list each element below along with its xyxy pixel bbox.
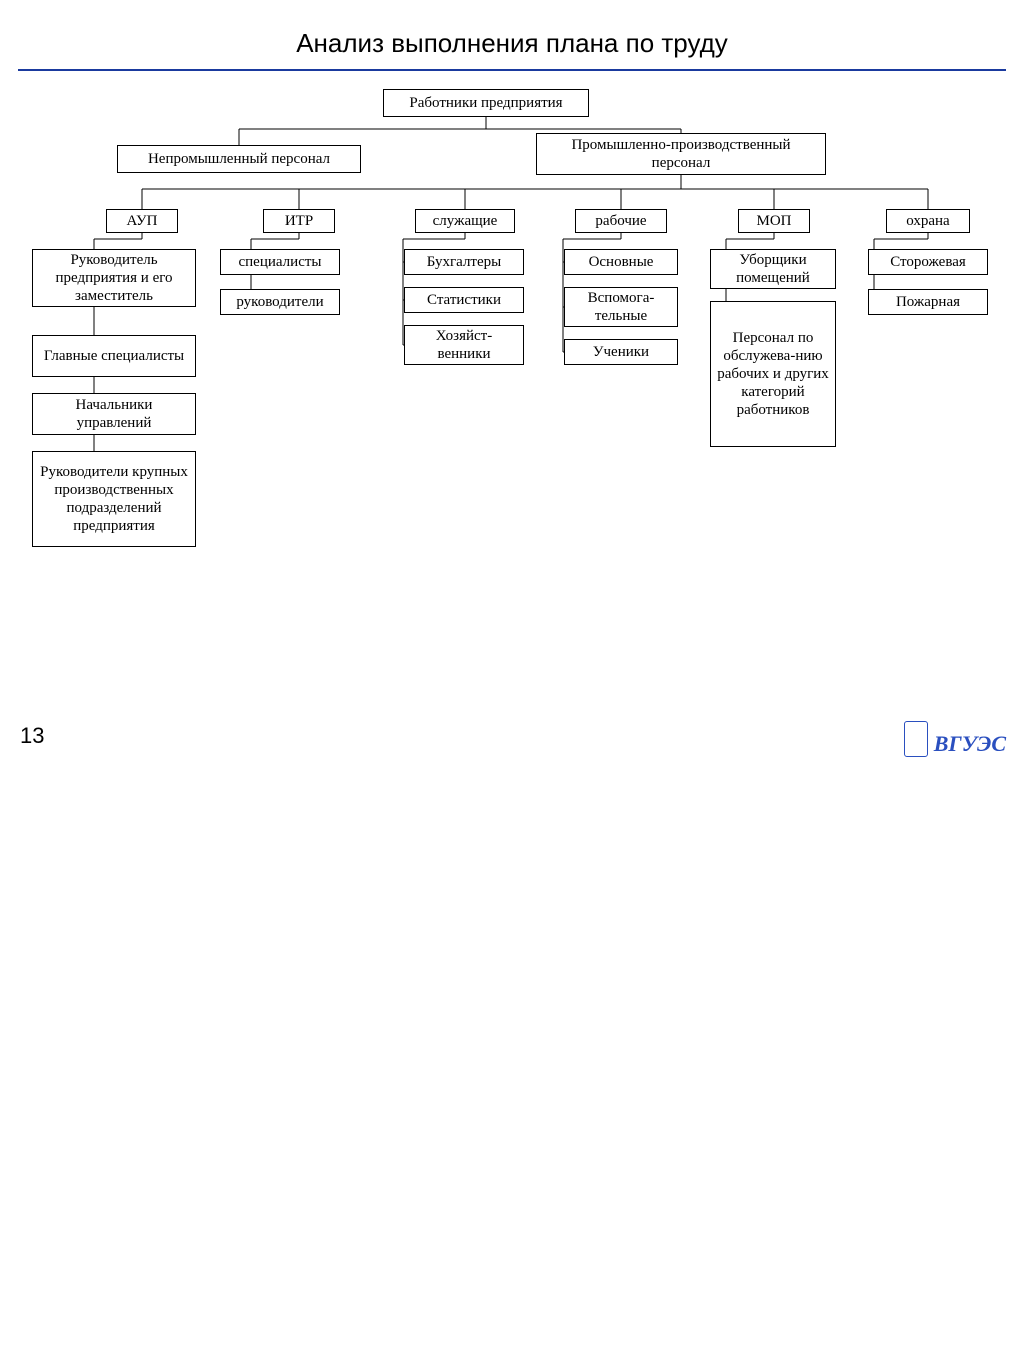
leaf-mop-2: Персонал по обслужева-нию рабочих и друг… <box>710 301 836 447</box>
leaf-slu-1: Бухгалтеры <box>404 249 524 275</box>
leaf-ohr-1: Сторожевая <box>868 249 988 275</box>
leaf-ohr-2: Пожарная <box>868 289 988 315</box>
node-nonindustrial: Непромышленный персонал <box>117 145 361 173</box>
leaf-aup-3: Начальники управлений <box>32 393 196 435</box>
leaf-slu-3: Хозяйст-венники <box>404 325 524 365</box>
leaf-aup-1: Руководитель предприятия и его заместите… <box>32 249 196 307</box>
node-itr: ИТР <box>263 209 335 233</box>
node-industrial: Промышленно-производственный персонал <box>536 133 826 175</box>
node-mop: МОП <box>738 209 810 233</box>
org-chart: Работники предприятия Непромышленный пер… <box>0 71 1024 711</box>
node-employees: служащие <box>415 209 515 233</box>
logo-icon <box>904 721 928 757</box>
leaf-itr-1: специалисты <box>220 249 340 275</box>
logo: ВГУЭС <box>904 721 1006 757</box>
leaf-slu-2: Статистики <box>404 287 524 313</box>
node-workers: рабочие <box>575 209 667 233</box>
page-number: 13 <box>20 723 44 749</box>
node-security: охрана <box>886 209 970 233</box>
leaf-aup-2: Главные специалисты <box>32 335 196 377</box>
page-title: Анализ выполнения плана по труду <box>0 0 1024 69</box>
node-aup: АУП <box>106 209 178 233</box>
leaf-itr-2: руководители <box>220 289 340 315</box>
leaf-rab-3: Ученики <box>564 339 678 365</box>
node-root: Работники предприятия <box>383 89 589 117</box>
leaf-rab-2: Вспомога-тельные <box>564 287 678 327</box>
leaf-aup-4: Руководители крупных производственных по… <box>32 451 196 547</box>
leaf-mop-1: Уборщики помещений <box>710 249 836 289</box>
leaf-rab-1: Основные <box>564 249 678 275</box>
